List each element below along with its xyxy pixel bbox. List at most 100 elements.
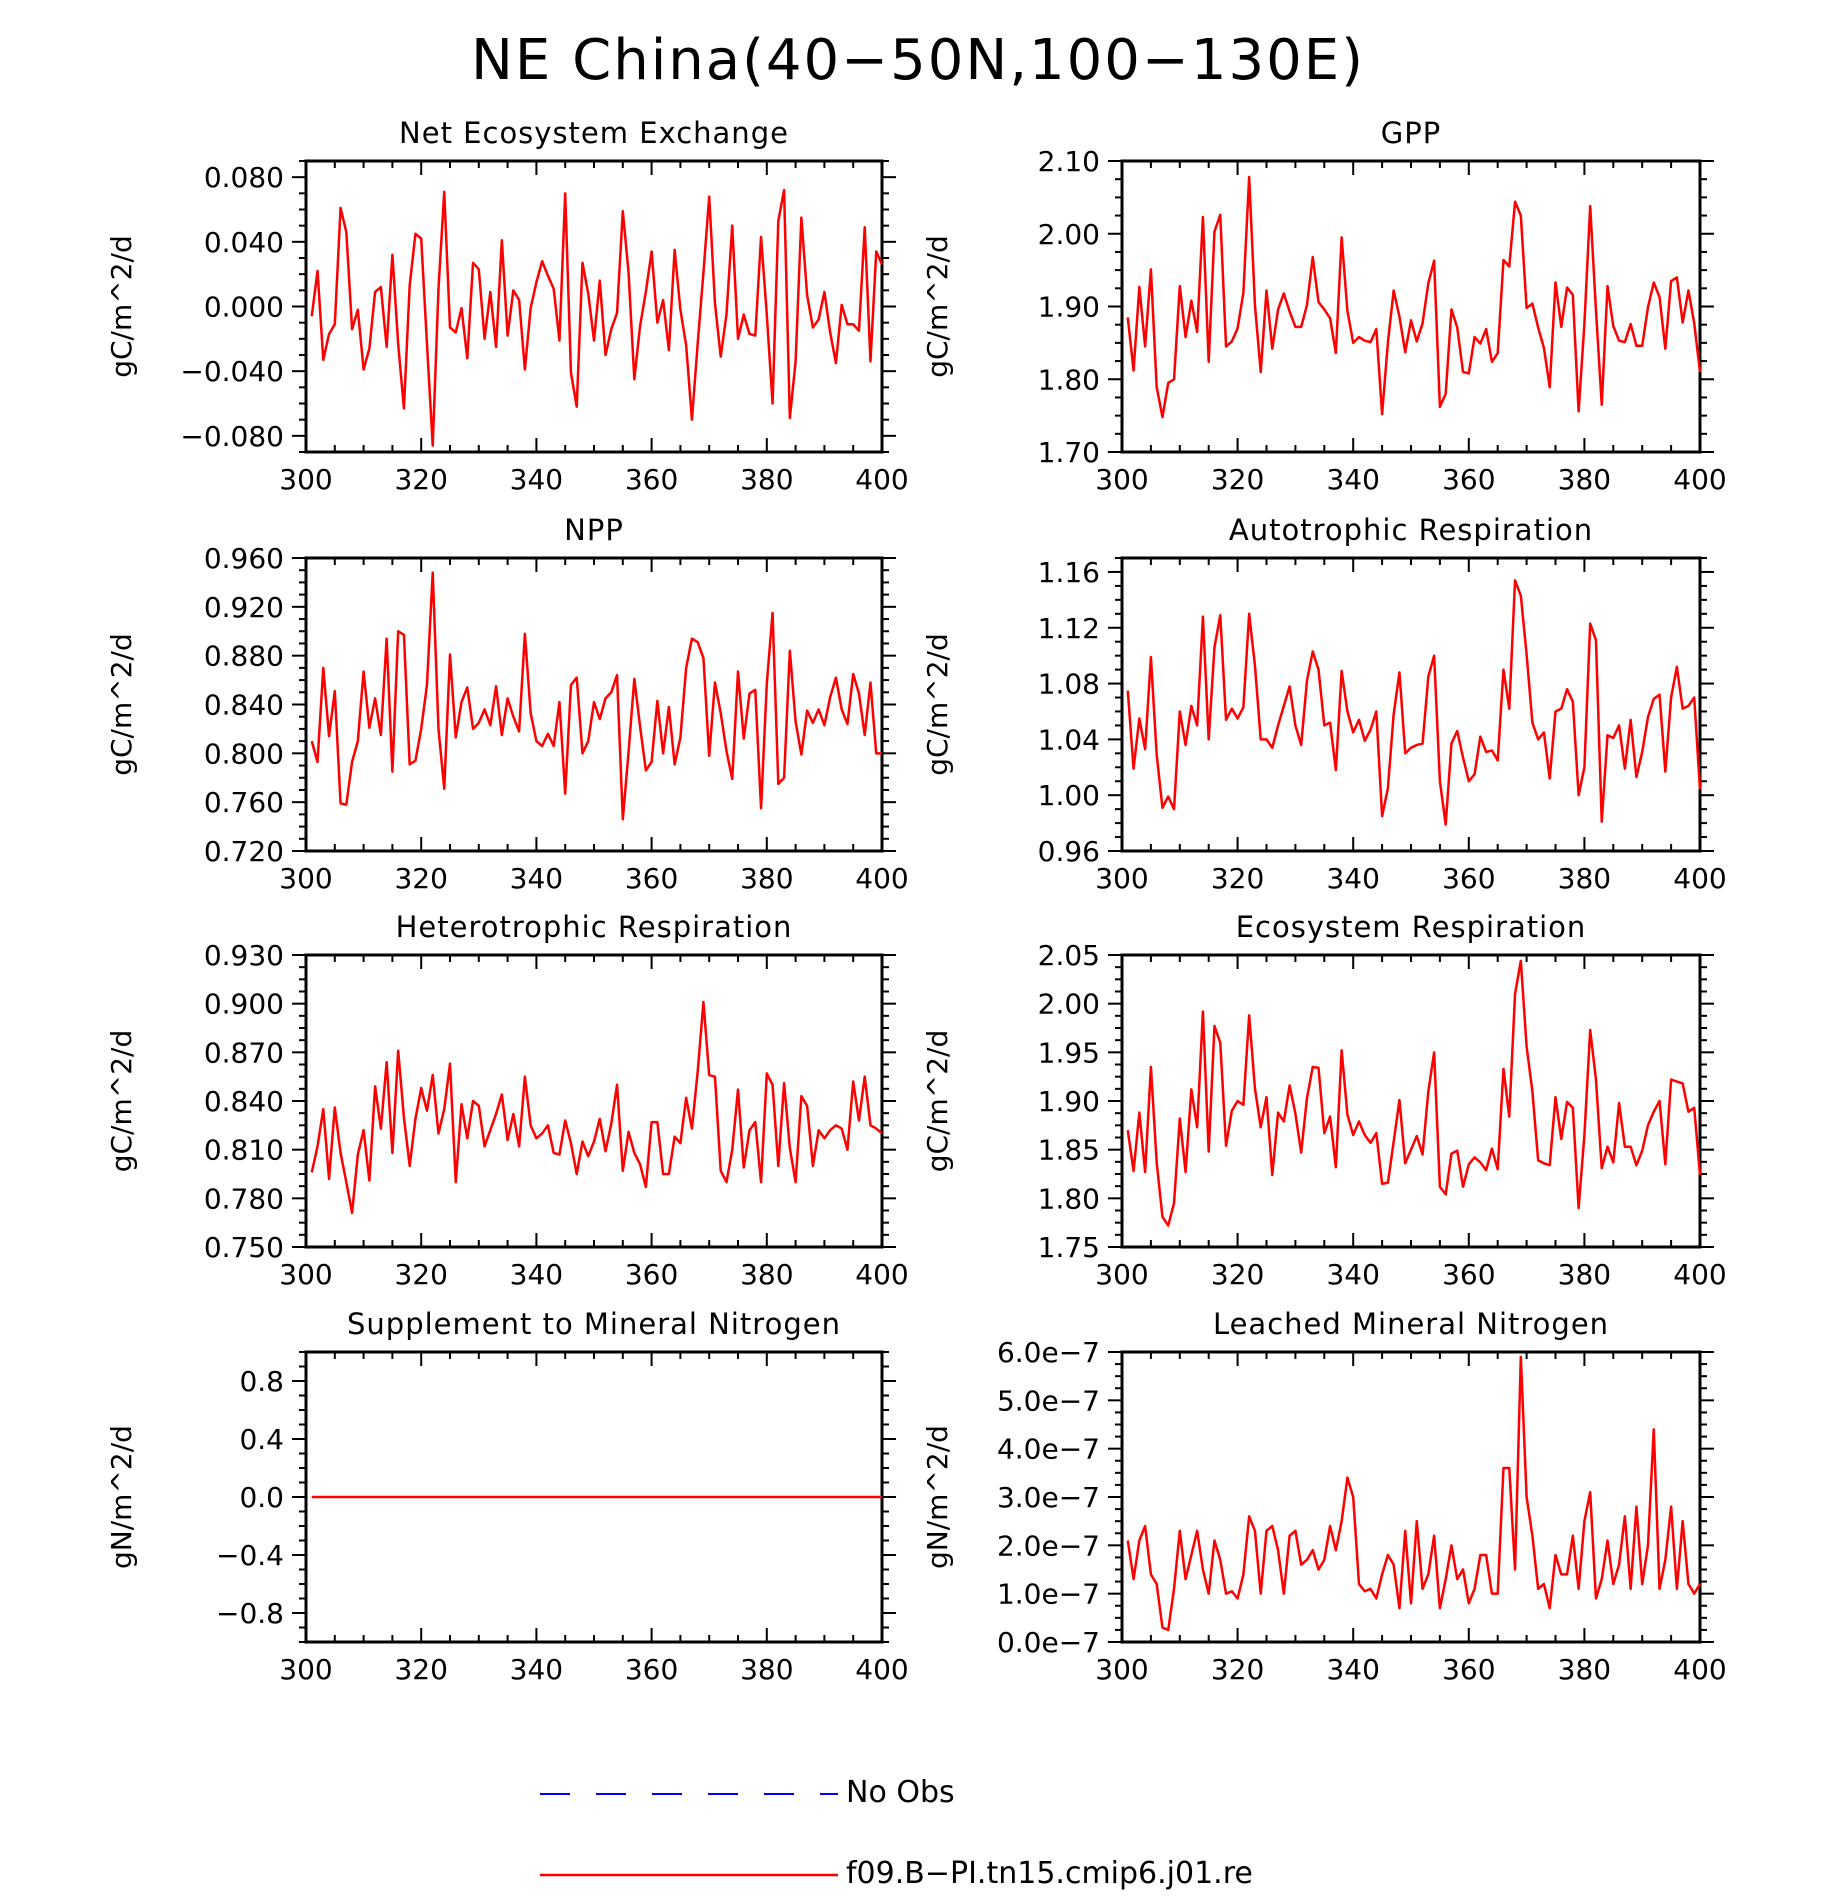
y-tick-label: 1.12	[1038, 612, 1100, 645]
x-tick-label: 400	[855, 862, 908, 895]
series-line-ecosystem-respiration	[1126, 959, 1702, 1227]
y-tick-label: −0.080	[180, 420, 284, 453]
y-tick-label: 0.4	[239, 1423, 284, 1456]
x-tick-label: 400	[1673, 862, 1726, 895]
y-tick-label: 0.930	[204, 939, 284, 972]
panel-supplement-to-mineral-nitrogen: 300 320 340 360 380 400 −0.8 −0.4 0.0 0.4 0.8 Suppl…	[105, 1307, 909, 1686]
x-tick-label: 300	[1095, 1653, 1148, 1686]
x-tick-label: 300	[1095, 463, 1148, 496]
x-tick-label: 340	[1326, 1653, 1379, 1686]
y-tick-label: 0.840	[204, 1085, 284, 1118]
x-tick-label: 300	[279, 463, 332, 496]
y-tick-label: 0.870	[204, 1036, 284, 1069]
panel-npp: 300 320 340 360 380 400 0.720 0.760 0.800 0.840 0.…	[105, 513, 909, 895]
legend-label-model: f09.B−PI.tn15.cmip6.j01.re	[846, 1856, 1253, 1891]
y-tick-label: 0.040	[204, 226, 284, 259]
y-tick-label: 0.0e−7	[997, 1626, 1100, 1659]
panel-title: Autotrophic Respiration	[1229, 513, 1593, 547]
x-tick-label: 320	[1211, 1653, 1264, 1686]
y-axis-label: gC/m^2/d	[921, 235, 954, 378]
y-tick-label: 1.90	[1038, 291, 1100, 324]
x-tick-label: 340	[1326, 463, 1379, 496]
y-axis-label: gC/m^2/d	[921, 1030, 954, 1173]
panel-heterotrophic-respiration: 300 320 340 360 380 400 0.750 0.780 0.810 0.840 0.…	[105, 910, 909, 1291]
y-tick-label: 0.900	[204, 988, 284, 1021]
x-tick-label: 340	[510, 1653, 563, 1686]
y-tick-label: 0.800	[204, 737, 284, 770]
x-tick-label: 380	[1558, 862, 1611, 895]
x-tick-label: 360	[625, 463, 678, 496]
x-tick-label: 320	[1211, 1258, 1264, 1291]
x-tick-label: 380	[1558, 463, 1611, 496]
series-line-gpp	[1126, 175, 1702, 419]
x-tick-label: 320	[394, 1258, 447, 1291]
panel-frame	[304, 953, 884, 1249]
panel-title: GPP	[1381, 116, 1441, 150]
y-tick-label: 0.920	[204, 591, 284, 624]
y-tick-label: 1.70	[1038, 436, 1100, 469]
y-tick-label: 0.960	[204, 542, 284, 575]
y-tick-label: 0.880	[204, 640, 284, 673]
y-tick-label: 1.75	[1038, 1231, 1100, 1264]
panel-title: NPP	[564, 513, 624, 547]
x-tick-label: 380	[740, 463, 793, 496]
x-tick-label: 340	[510, 862, 563, 895]
x-tick-label: 320	[394, 1653, 447, 1686]
x-tick-label: 320	[1211, 463, 1264, 496]
x-tick-label: 400	[1673, 1653, 1726, 1686]
y-tick-label: 1.90	[1038, 1085, 1100, 1118]
panel-net-ecosystem-exchange: 300 320 340 360 380 400 −0.080 −0.040 0.000 0.040…	[105, 116, 909, 496]
x-tick-label: 380	[740, 1258, 793, 1291]
y-tick-label: 2.0e−7	[997, 1529, 1100, 1562]
y-tick-label: 4.0e−7	[997, 1433, 1100, 1466]
x-tick-label: 380	[740, 862, 793, 895]
x-tick-label: 360	[1442, 1258, 1495, 1291]
x-tick-label: 320	[394, 862, 447, 895]
panel-frame	[1120, 159, 1702, 454]
y-tick-label: 0.840	[204, 689, 284, 722]
x-tick-label: 360	[1442, 463, 1495, 496]
panel-frame	[1120, 556, 1702, 853]
y-tick-label: 5.0e−7	[997, 1384, 1100, 1417]
figure-title: NE China(40−50N,100−130E)	[471, 28, 1365, 93]
y-tick-label: 1.16	[1038, 556, 1100, 589]
panel-title: Leached Mineral Nitrogen	[1213, 1307, 1609, 1341]
x-tick-label: 360	[625, 1258, 678, 1291]
series-line-npp	[310, 571, 882, 821]
y-tick-label: 2.00	[1038, 988, 1100, 1021]
x-tick-label: 360	[1442, 862, 1495, 895]
x-tick-label: 360	[1442, 1653, 1495, 1686]
x-tick-label: 340	[1326, 1258, 1379, 1291]
y-tick-label: 2.00	[1038, 218, 1100, 251]
y-axis-label: gN/m^2/d	[105, 1425, 138, 1569]
x-tick-label: 400	[855, 463, 908, 496]
y-tick-label: 0.750	[204, 1231, 284, 1264]
x-tick-label: 400	[1673, 1258, 1726, 1291]
x-tick-label: 360	[625, 862, 678, 895]
y-tick-label: −0.8	[216, 1597, 284, 1630]
panel-title: Net Ecosystem Exchange	[399, 116, 789, 150]
y-tick-label: 0.96	[1038, 835, 1100, 868]
y-axis-label: gC/m^2/d	[105, 235, 138, 378]
y-tick-label: 0.8	[239, 1365, 284, 1398]
y-tick-label: 0.810	[204, 1134, 284, 1167]
y-tick-label: 0.780	[204, 1182, 284, 1215]
y-axis-label: gN/m^2/d	[921, 1425, 954, 1569]
y-tick-label: 2.10	[1038, 145, 1100, 178]
panel-frame	[1120, 953, 1702, 1249]
y-tick-label: 1.0e−7	[997, 1578, 1100, 1611]
panel-title: Ecosystem Respiration	[1236, 910, 1587, 944]
x-tick-label: 300	[1095, 1258, 1148, 1291]
x-tick-label: 340	[1326, 862, 1379, 895]
panel-title: Heterotrophic Respiration	[396, 910, 793, 944]
y-axis-label: gC/m^2/d	[105, 633, 138, 776]
x-tick-label: 380	[1558, 1653, 1611, 1686]
y-tick-label: 1.08	[1038, 668, 1100, 701]
panel-leached-mineral-nitrogen: 300 320 340 360 380 400 0.0e−7 1.0e−7 2.0e−7 3.0e…	[921, 1307, 1727, 1686]
y-tick-label: 1.95	[1038, 1036, 1100, 1069]
y-tick-label: 3.0e−7	[997, 1481, 1100, 1514]
y-tick-label: 0.080	[204, 161, 284, 194]
series-line-net-ecosystem-exchange	[310, 188, 884, 447]
x-tick-label: 400	[1673, 463, 1726, 496]
